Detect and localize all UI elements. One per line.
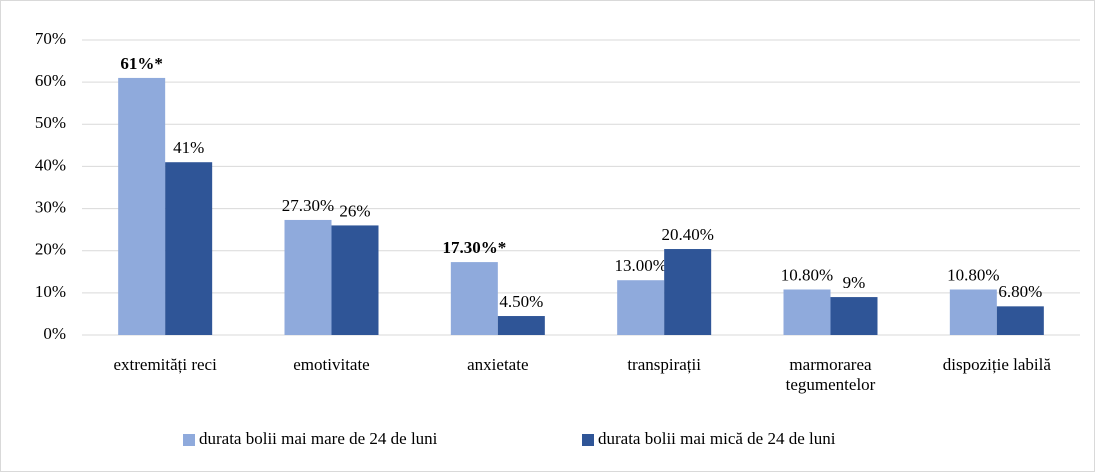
legend-label: durata bolii mai mică de 24 de luni	[598, 429, 836, 448]
legend-swatch	[582, 434, 594, 446]
bar	[284, 219, 332, 335]
x-tick-label: dispoziție labilă	[942, 355, 1051, 374]
data-label: 61%*	[120, 54, 163, 73]
bar	[617, 280, 665, 335]
x-tick-label: marmorarea tegumentelor	[785, 355, 876, 394]
bar	[996, 306, 1044, 335]
bar	[450, 262, 498, 335]
x-tick-label: extremități reci	[113, 355, 217, 374]
data-label: 41%	[173, 138, 204, 157]
y-tick-label: 70%	[35, 29, 66, 48]
data-label: 4.50%	[499, 292, 543, 311]
x-tick-label: transpirații	[627, 355, 701, 374]
data-label: 13.00%	[614, 256, 666, 275]
y-tick-label: 50%	[35, 113, 66, 132]
legend-swatch	[183, 434, 195, 446]
bar	[331, 225, 379, 335]
bar	[497, 316, 545, 335]
data-label: 10.80%	[781, 265, 833, 284]
y-tick-label: 60%	[35, 71, 66, 90]
y-tick-label: 40%	[35, 155, 66, 174]
bar	[949, 289, 997, 335]
data-label: 27.30%	[282, 196, 334, 215]
bar	[118, 77, 166, 335]
bar	[165, 162, 213, 335]
data-label: 20.40%	[661, 225, 713, 244]
data-label: 6.80%	[998, 282, 1042, 301]
x-tick-label: anxietate	[467, 355, 529, 374]
bar	[830, 297, 878, 335]
data-label: 10.80%	[947, 265, 999, 284]
data-label: 26%	[339, 201, 370, 220]
y-tick-label: 20%	[35, 240, 66, 259]
y-tick-label: 10%	[35, 282, 66, 301]
data-label: 17.30%*	[442, 238, 506, 257]
data-label: 9%	[843, 273, 866, 292]
bar	[664, 249, 712, 335]
x-tick-label: emotivitate	[293, 355, 370, 374]
bar	[783, 289, 831, 335]
y-tick-label: 0%	[43, 324, 66, 343]
y-tick-label: 30%	[35, 197, 66, 216]
legend-label: durata bolii mai mare de 24 de luni	[199, 429, 438, 448]
